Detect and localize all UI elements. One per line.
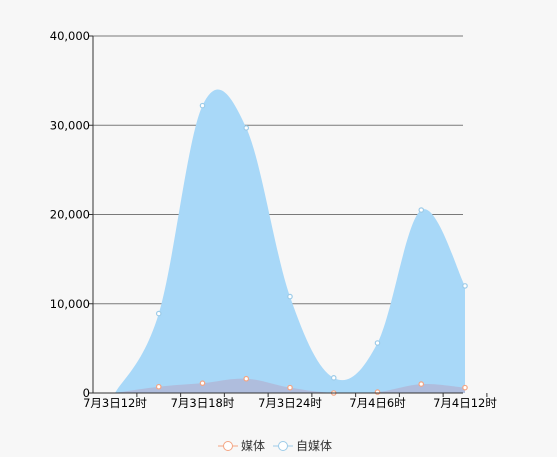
legend-marker-icon bbox=[223, 441, 233, 451]
data-point[interactable] bbox=[287, 384, 293, 391]
y-tick-label: 20,000 bbox=[50, 208, 90, 222]
x-tick-label: 7月3日24时 bbox=[258, 396, 322, 410]
data-point[interactable] bbox=[462, 283, 468, 289]
data-point[interactable] bbox=[199, 102, 206, 109]
data-point[interactable] bbox=[462, 384, 468, 391]
series-area-1 bbox=[115, 378, 465, 393]
legend-label: 自媒体 bbox=[296, 439, 332, 453]
data-point[interactable] bbox=[199, 380, 206, 386]
data-point[interactable] bbox=[155, 310, 162, 317]
data-point[interactable] bbox=[418, 381, 425, 387]
data-point[interactable] bbox=[418, 207, 425, 213]
legend-marker-icon bbox=[278, 441, 288, 451]
data-point[interactable] bbox=[243, 375, 250, 382]
axes: 0 10,000 20,000 30,000 40,000 7月3日12时 7月3日18时 7… bbox=[50, 29, 498, 410]
data-point[interactable] bbox=[243, 125, 250, 131]
x-tick-label: 7月4日6时 bbox=[349, 396, 406, 410]
data-point[interactable] bbox=[374, 389, 381, 395]
y-tick-label: 30,000 bbox=[50, 118, 90, 132]
y-tick-label: 10,000 bbox=[50, 297, 90, 311]
legend-label: 媒体 bbox=[241, 439, 265, 453]
x-tick-label: 7月4日12时 bbox=[433, 396, 497, 410]
legend[interactable]: 媒体 自媒体 bbox=[218, 439, 332, 453]
legend-item-0[interactable]: 媒体 bbox=[218, 439, 265, 453]
y-tick-label: 40,000 bbox=[50, 29, 90, 43]
y-tick-label: 0 bbox=[83, 386, 90, 400]
series-areas bbox=[115, 89, 465, 394]
x-tick-label: 7月3日18时 bbox=[171, 396, 235, 410]
data-point[interactable] bbox=[155, 383, 162, 390]
x-tick-label: 7月3日12时 bbox=[83, 396, 147, 410]
data-point[interactable] bbox=[374, 340, 381, 346]
data-point[interactable] bbox=[287, 293, 293, 300]
legend-item-1[interactable]: 自媒体 bbox=[273, 439, 332, 453]
data-point[interactable] bbox=[330, 375, 337, 381]
series-points bbox=[155, 102, 468, 396]
series-area-0 bbox=[115, 89, 465, 394]
